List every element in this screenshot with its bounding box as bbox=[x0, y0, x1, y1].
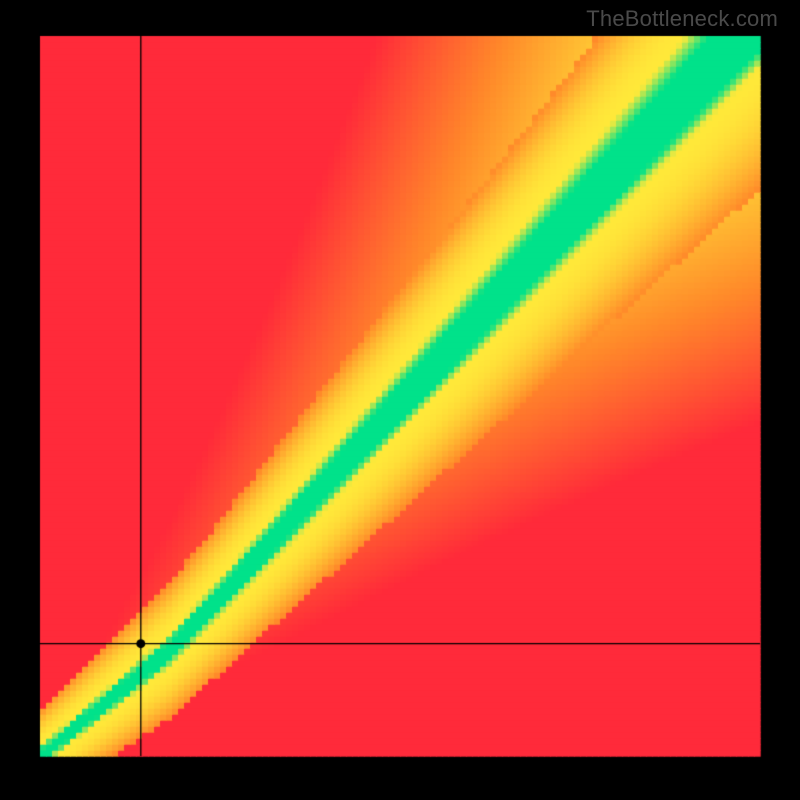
chart-container: TheBottleneck.com bbox=[0, 0, 800, 800]
bottleneck-heatmap bbox=[0, 0, 800, 800]
watermark-text: TheBottleneck.com bbox=[586, 6, 778, 32]
